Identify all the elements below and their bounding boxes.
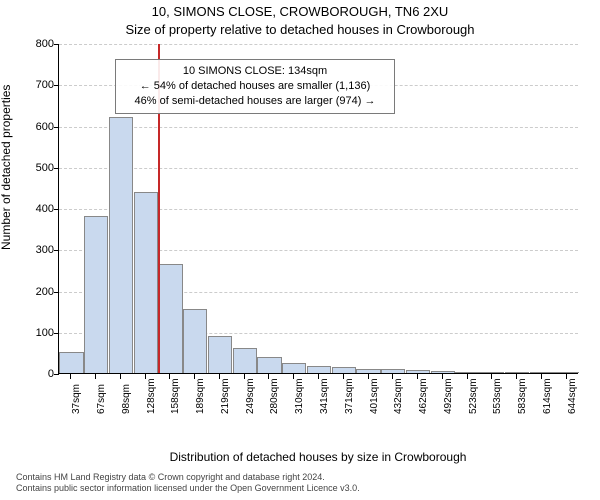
bar <box>84 216 108 373</box>
x-tick <box>70 374 71 379</box>
y-tick-label: 100 <box>22 327 54 339</box>
bar <box>208 336 232 373</box>
x-tick-label: 583sqm <box>517 378 528 414</box>
bar <box>183 309 207 373</box>
x-tick-label: 158sqm <box>170 378 181 414</box>
y-axis-label: Number of detached properties <box>0 85 13 250</box>
y-tick <box>54 333 59 334</box>
y-tick <box>54 292 59 293</box>
bar <box>356 369 380 373</box>
x-axis-label: Distribution of detached houses by size … <box>58 450 578 464</box>
x-tick-label: 219sqm <box>220 378 231 414</box>
x-tick-label: 128sqm <box>146 378 157 414</box>
x-tick-label: 67sqm <box>96 384 107 414</box>
x-tick-label: 189sqm <box>195 378 206 414</box>
chart-title-line2: Size of property relative to detached ho… <box>0 22 600 37</box>
callout-box: 10 SIMONS CLOSE: 134sqm ← 54% of detache… <box>115 59 395 114</box>
callout-line3: 46% of semi-detached houses are larger (… <box>122 94 388 109</box>
footer: Contains HM Land Registry data © Crown c… <box>16 472 584 495</box>
y-tick <box>54 85 59 86</box>
x-tick-label: 280sqm <box>269 378 280 414</box>
y-tick <box>54 44 59 45</box>
plot-area: 10 SIMONS CLOSE: 134sqm ← 54% of detache… <box>58 44 578 374</box>
bar <box>332 367 356 373</box>
bar <box>455 372 479 373</box>
x-tick <box>95 374 96 379</box>
bar <box>431 371 455 373</box>
x-tick-label: 432sqm <box>393 378 404 414</box>
x-tick-label: 614sqm <box>542 378 553 414</box>
footer-line1: Contains HM Land Registry data © Crown c… <box>16 472 584 483</box>
x-tick-label: 523sqm <box>468 378 479 414</box>
bar <box>257 357 281 374</box>
y-tick-label: 800 <box>22 38 54 50</box>
y-tick-label: 300 <box>22 244 54 256</box>
y-tick-label: 600 <box>22 121 54 133</box>
y-tick <box>54 209 59 210</box>
x-tick-label: 492sqm <box>443 378 454 414</box>
bar <box>233 348 257 373</box>
bar <box>59 352 83 373</box>
y-tick <box>54 168 59 169</box>
x-tick-label: 341sqm <box>319 378 330 414</box>
bar <box>134 192 158 374</box>
x-tick-label: 553sqm <box>492 378 503 414</box>
y-tick-label: 200 <box>22 286 54 298</box>
x-ticks: 37sqm 67sqm 98sqm 128sqm 158sqm 189sqm 219sqm 2… <box>58 374 578 414</box>
y-tick-label: 500 <box>22 162 54 174</box>
x-tick-label: 310sqm <box>294 378 305 414</box>
y-tick-label: 400 <box>22 203 54 215</box>
callout-line1: 10 SIMONS CLOSE: 134sqm <box>122 64 388 79</box>
chart-container: 10, SIMONS CLOSE, CROWBOROUGH, TN6 2XU S… <box>0 0 600 500</box>
bar <box>505 372 529 373</box>
x-tick-label: 644sqm <box>567 378 578 414</box>
callout-line2: ← 54% of detached houses are smaller (1,… <box>122 79 388 94</box>
plot-container: 10 SIMONS CLOSE: 134sqm ← 54% of detache… <box>58 44 578 414</box>
chart-title-line1: 10, SIMONS CLOSE, CROWBOROUGH, TN6 2XU <box>0 4 600 19</box>
y-tick <box>54 127 59 128</box>
bar <box>480 372 504 373</box>
bar <box>282 363 306 373</box>
bar <box>554 372 578 373</box>
x-tick-label: 98sqm <box>121 384 132 414</box>
x-tick <box>120 374 121 379</box>
x-tick-label: 401sqm <box>369 378 380 414</box>
y-tick-label: 700 <box>22 79 54 91</box>
bar <box>158 264 182 373</box>
bar <box>530 372 554 373</box>
x-tick-label: 371sqm <box>344 378 355 414</box>
y-tick-label: 0 <box>22 368 54 380</box>
bar <box>381 369 405 373</box>
x-tick-label: 462sqm <box>418 378 429 414</box>
bar <box>109 117 133 373</box>
bar <box>307 366 331 373</box>
x-tick-label: 249sqm <box>245 378 256 414</box>
footer-line2: Contains public sector information licen… <box>16 483 584 494</box>
bar <box>406 370 430 373</box>
y-tick <box>54 250 59 251</box>
x-tick-label: 37sqm <box>71 384 82 414</box>
